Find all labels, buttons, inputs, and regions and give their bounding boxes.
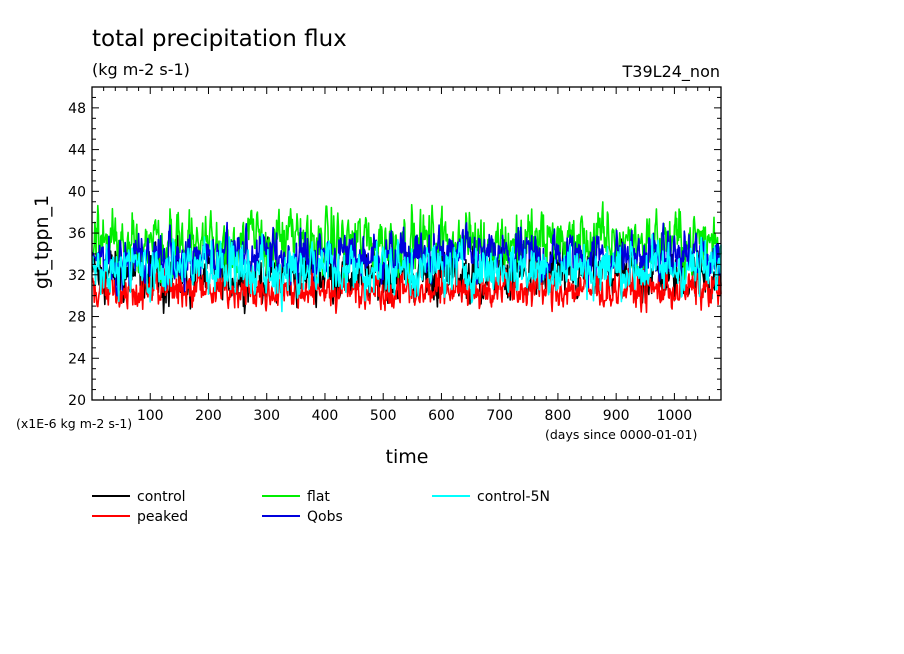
x-tick-label: 300 (253, 408, 280, 424)
x-tick-label: 400 (312, 408, 339, 424)
x-tick-label: 1000 (657, 408, 693, 424)
x-tick-label: 500 (370, 408, 397, 424)
y-tick-label: 28 (68, 310, 86, 326)
ticks-layer: 20 24 28 32 36 40 44 48 100 200 300 400 500 600 700 800… (68, 86, 721, 424)
y-tick-label: 32 (68, 268, 86, 284)
y-tick-label: 44 (68, 143, 86, 159)
x-tick-label: 600 (428, 408, 455, 424)
x-tick-label: 200 (195, 408, 222, 424)
y-scale-label: (x1E-6 kg m-2 s-1) (16, 416, 132, 431)
y-axis-label: gt_tppn_1 (31, 195, 53, 289)
x-tick-label: 800 (545, 408, 572, 424)
x-tick-label: 700 (486, 408, 513, 424)
series-line-control-5n (91, 233, 722, 313)
y-tick-label: 40 (68, 184, 86, 200)
y-tick-label: 48 (68, 101, 86, 117)
legend-label: Qobs (307, 509, 343, 525)
series-line-peaked (91, 258, 722, 315)
x-axis-label: time (386, 446, 429, 468)
x-unit-label: (days since 0000-01-01) (545, 427, 697, 442)
run-annotation: T39L24_non (622, 62, 720, 82)
y-tick-label: 24 (68, 351, 86, 367)
x-tick-label: 100 (137, 408, 164, 424)
legend-label: peaked (137, 509, 188, 525)
x-tick-label: 900 (603, 408, 630, 424)
series-layer (91, 201, 722, 315)
legend: control peaked flat Qobs control-5N (92, 489, 550, 525)
chart-title: total precipitation flux (92, 26, 347, 52)
y-tick-label: 36 (68, 226, 86, 242)
chart-subtitle: (kg m-2 s-1) (92, 60, 190, 79)
legend-label: control (137, 489, 186, 505)
y-tick-label: 20 (68, 393, 86, 409)
legend-label: flat (307, 489, 330, 505)
legend-label: control-5N (477, 489, 550, 505)
